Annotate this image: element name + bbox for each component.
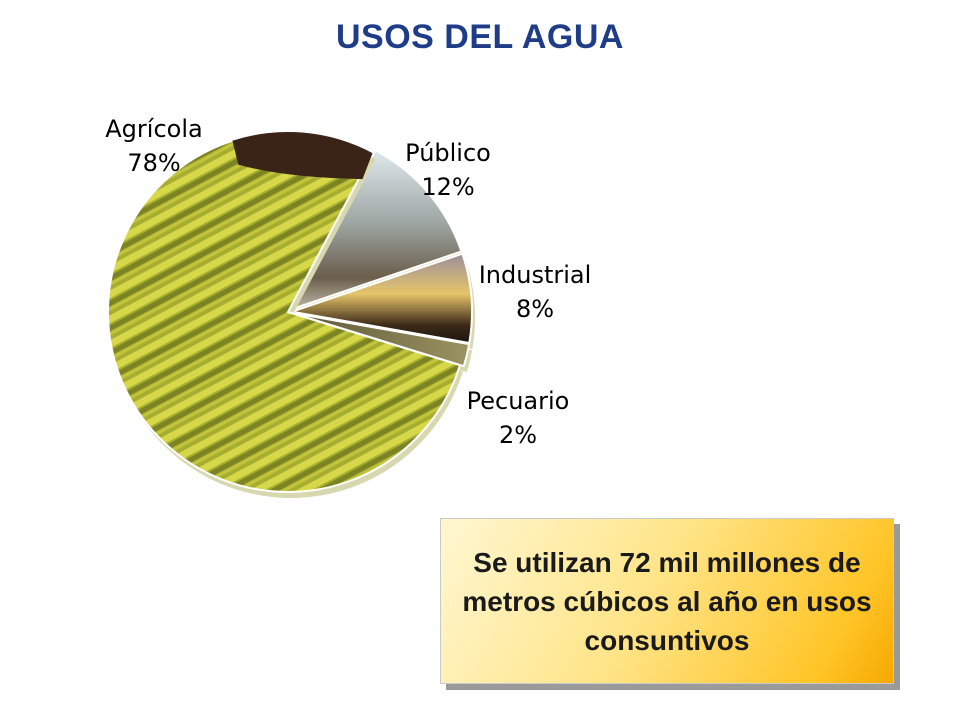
label-industrial: Industrial 8% (462, 258, 608, 326)
callout-text: Se utilizan 72 mil millones de metros cú… (462, 546, 872, 656)
info-callout: Se utilizan 72 mil millones de metros cú… (440, 518, 894, 684)
label-publico-name: Público (405, 139, 491, 167)
label-pecuario-value: 2% (498, 421, 538, 449)
field-tree-line (232, 132, 373, 180)
label-agricola: Agrícola 78% (84, 112, 224, 180)
label-pecuario-name: Pecuario (466, 387, 570, 415)
pie-slice-público (288, 149, 463, 312)
pie-slice-industrial (291, 252, 473, 345)
label-agricola-value: 78% (127, 149, 181, 177)
label-industrial-value: 8% (515, 295, 555, 323)
label-publico-value: 12% (421, 173, 475, 201)
label-industrial-name: Industrial (478, 261, 592, 289)
label-agricola-name: Agrícola (105, 115, 203, 143)
label-pecuario: Pecuario 2% (448, 384, 588, 452)
chart-title: USOS DEL AGUA (336, 18, 624, 56)
label-publico: Público 12% (378, 136, 518, 204)
